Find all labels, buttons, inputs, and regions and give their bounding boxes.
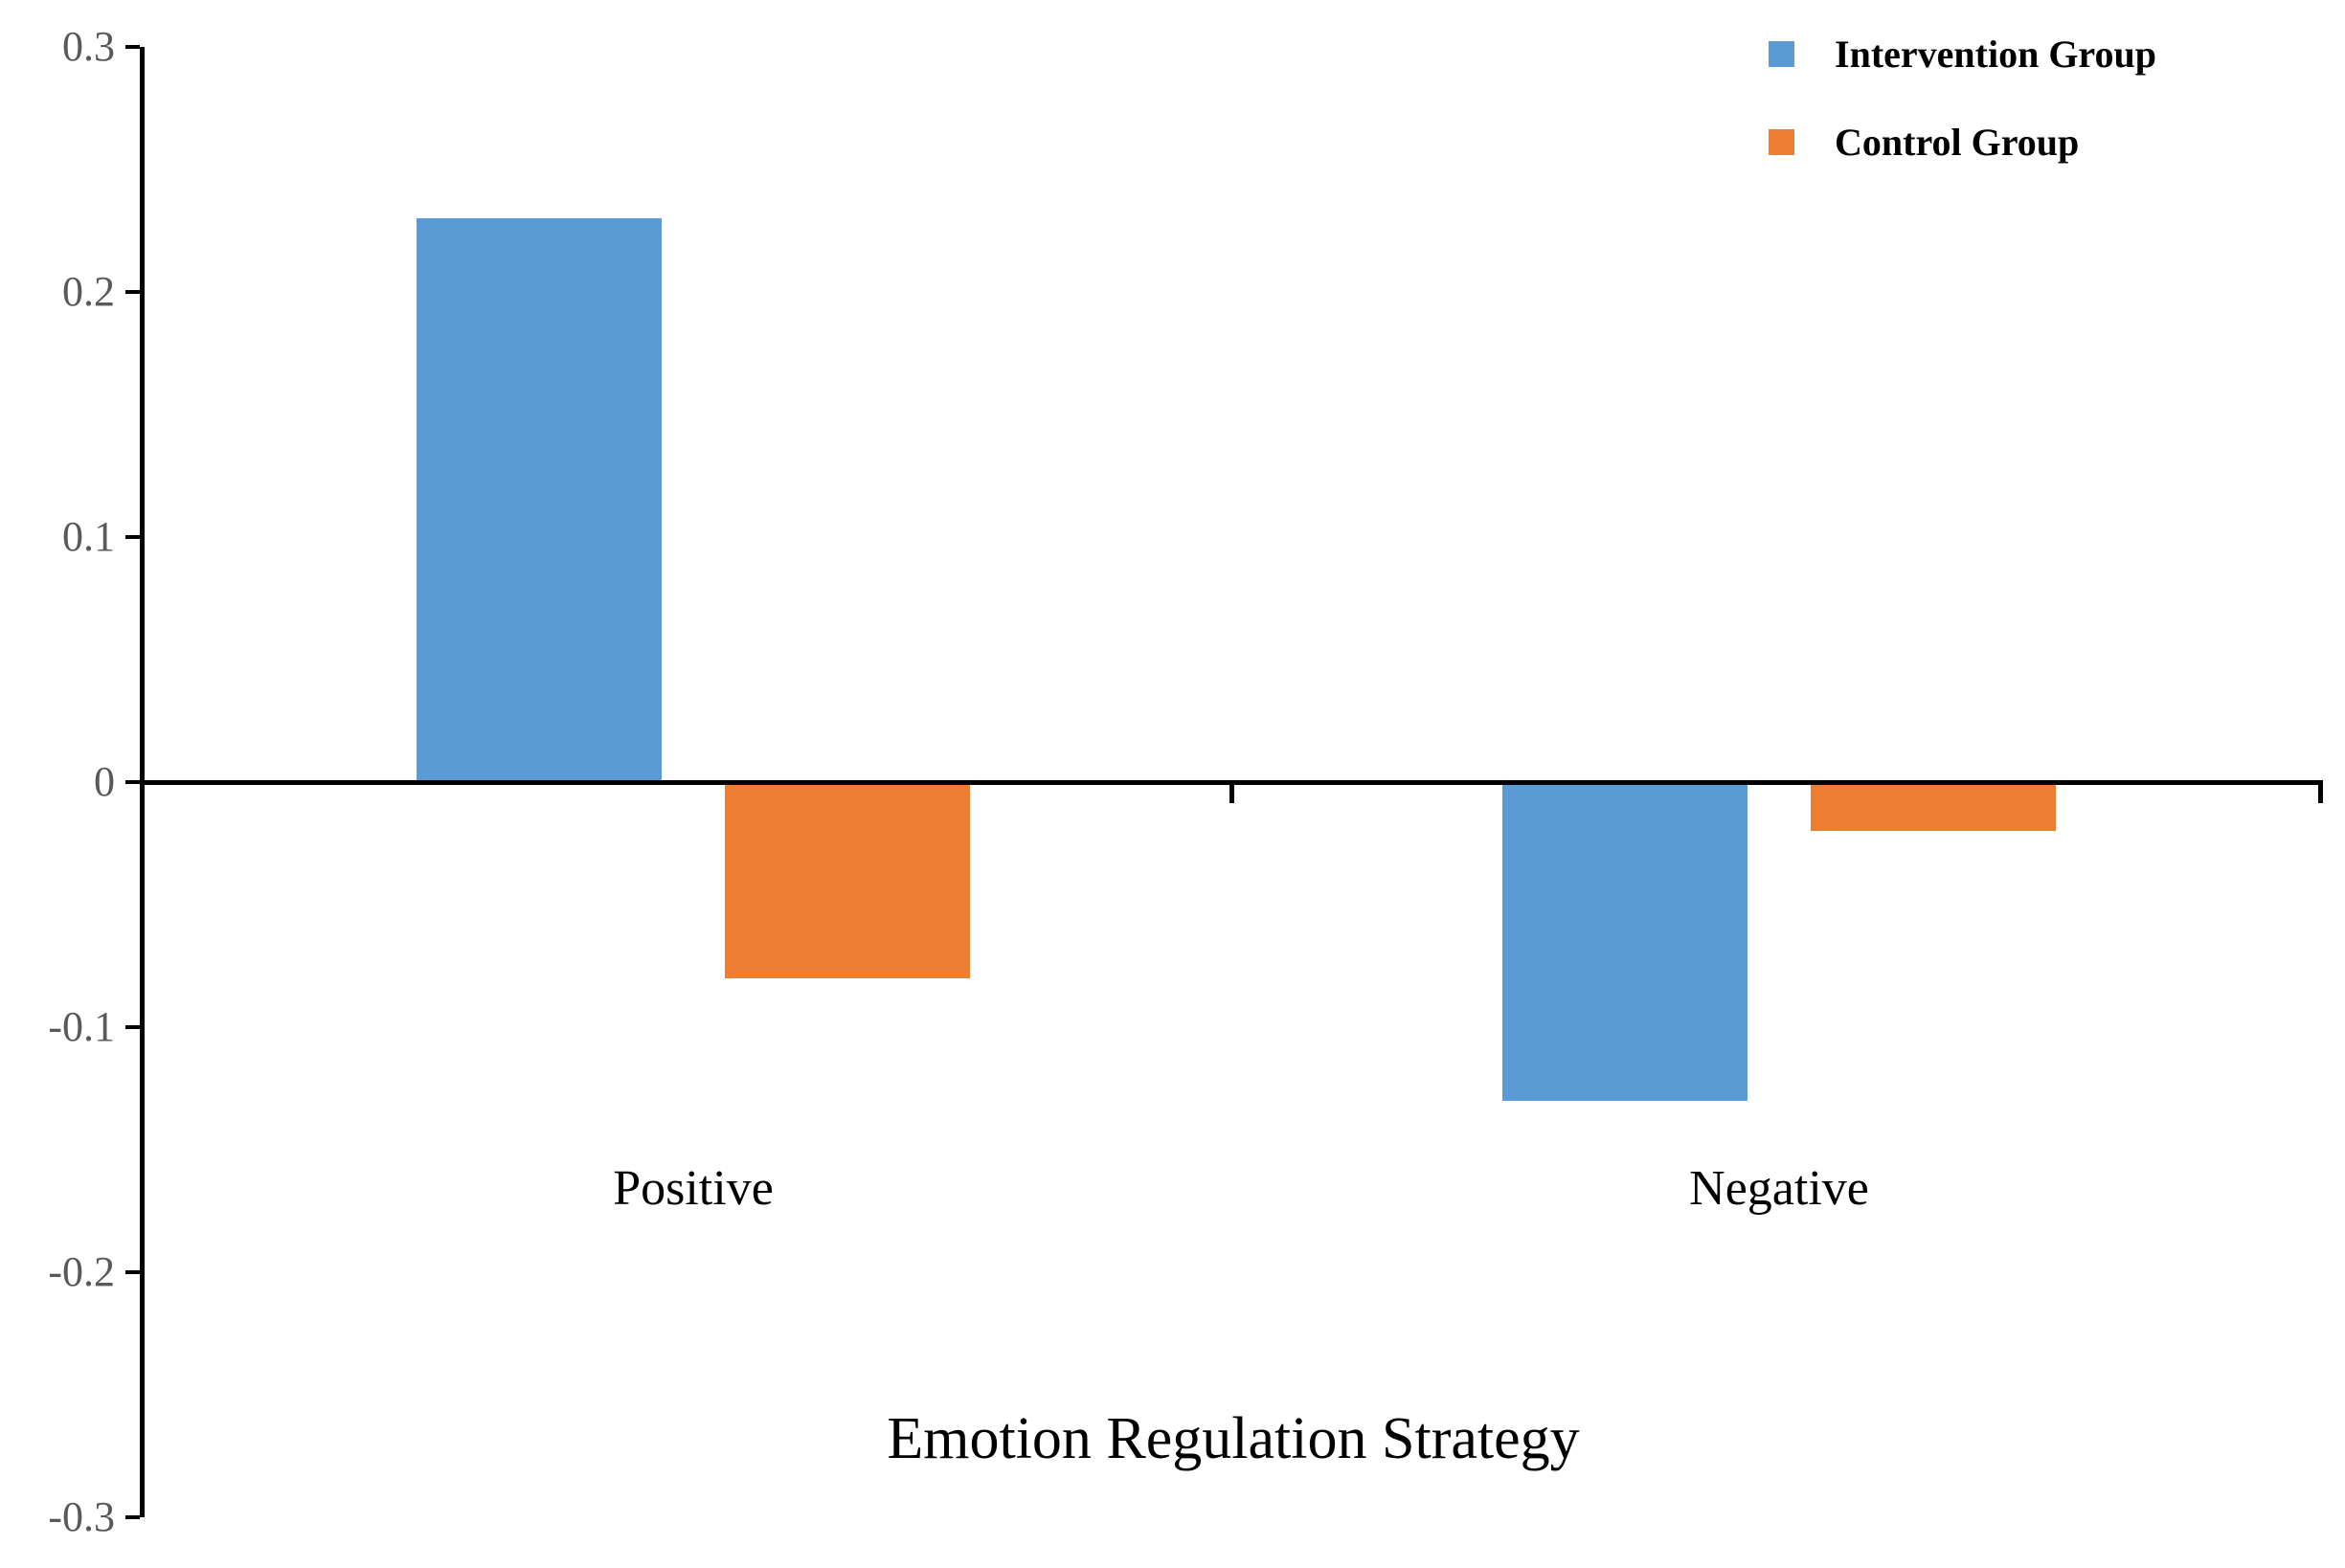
y-axis-tick bbox=[125, 1515, 140, 1519]
y-axis-tick bbox=[125, 780, 140, 784]
legend-label-intervention: Intervention Group bbox=[1835, 32, 2156, 76]
legend-item-intervention-group: Intervention Group bbox=[1769, 29, 2156, 78]
y-axis-tick bbox=[125, 1025, 140, 1029]
bar-positive-control bbox=[725, 784, 970, 978]
legend-swatch-control-icon bbox=[1769, 128, 1794, 155]
legend-swatch-intervention-icon bbox=[1769, 40, 1794, 67]
category-label-negative: Negative bbox=[1689, 1161, 1869, 1216]
legend-label-control: Control Group bbox=[1835, 120, 2080, 164]
y-tick-label: -0.1 bbox=[48, 1003, 115, 1050]
y-axis-tick bbox=[125, 535, 140, 539]
y-tick-label: -0.3 bbox=[48, 1493, 115, 1540]
y-axis-tick bbox=[125, 45, 140, 49]
y-axis-tick bbox=[125, 1270, 140, 1274]
category-label-positive: Positive bbox=[613, 1161, 774, 1216]
legend: Intervention Group Control Group bbox=[1769, 29, 2156, 205]
y-tick-label: 0 bbox=[94, 758, 115, 805]
y-tick-label: -0.2 bbox=[48, 1248, 115, 1295]
y-tick-label: 0.1 bbox=[62, 513, 115, 560]
x-axis-tick bbox=[2318, 782, 2323, 803]
bar-positive-intervention bbox=[417, 218, 662, 782]
legend-item-control-group: Control Group bbox=[1769, 117, 2156, 167]
x-axis-tick bbox=[1229, 782, 1234, 803]
bar-negative-intervention bbox=[1502, 784, 1747, 1101]
y-tick-label: 0.3 bbox=[62, 23, 115, 70]
bar-negative-control bbox=[1811, 784, 2056, 832]
y-tick-label: 0.2 bbox=[62, 268, 115, 315]
x-axis-title: Emotion Regulation Strategy bbox=[887, 1406, 1580, 1471]
y-axis-tick bbox=[125, 290, 140, 294]
